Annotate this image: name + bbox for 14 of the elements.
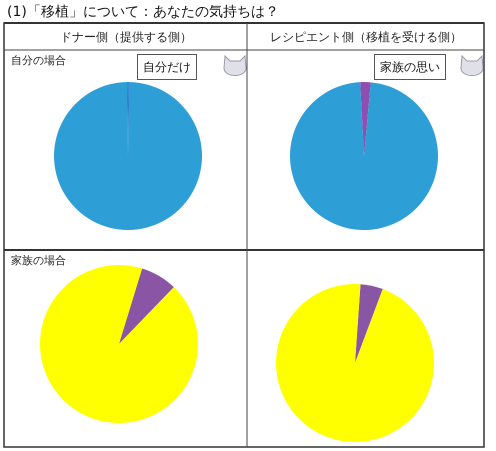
pie-slice bbox=[276, 284, 434, 442]
text: 家族の思い bbox=[380, 60, 440, 74]
pie-slice bbox=[54, 82, 202, 230]
text: (1)「移植」について：あなたの気持ちは？ bbox=[7, 4, 279, 20]
pie-slice bbox=[40, 265, 198, 423]
text: 自分だけ bbox=[143, 60, 191, 74]
pie-slice bbox=[355, 284, 383, 363]
pie-slice bbox=[119, 268, 174, 344]
pie-slice bbox=[360, 82, 371, 156]
chart-title: レシピエント側（移植を受ける側） bbox=[270, 30, 462, 44]
chart-subtitle: 家族の場合 bbox=[11, 254, 66, 267]
chart-subtitle: 自分の場合 bbox=[11, 54, 66, 67]
chart-title: ドナー側（提供する側） bbox=[60, 30, 192, 44]
pie-slice bbox=[290, 82, 438, 230]
